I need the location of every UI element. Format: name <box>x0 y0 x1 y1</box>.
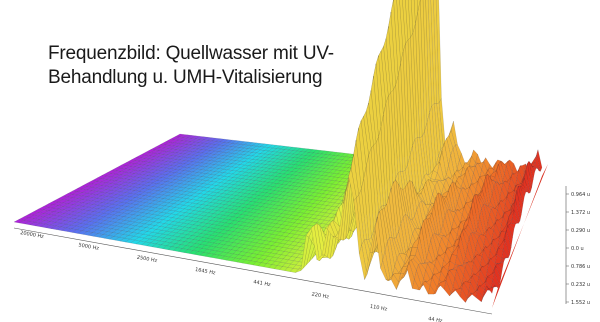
x-tick-label: 2500 Hz <box>136 255 158 265</box>
y-tick-label: 1.552 u <box>571 300 590 306</box>
x-tick-label: 441 Hz <box>253 279 272 288</box>
x-tick-label: 1645 Hz <box>195 267 217 277</box>
x-tick-label: 5000 Hz <box>78 242 100 252</box>
x-tick-label: 220 Hz <box>311 291 330 300</box>
y-tick-label: 0.964 u <box>571 192 590 198</box>
y-tick-label: 0.786 u <box>571 264 590 270</box>
chart-title: Frequenzbild: Quellwasser mit UV- Behand… <box>48 42 388 90</box>
x-tick-label: 20000 Hz <box>20 230 45 240</box>
y-tick-label: 1.372 u <box>571 210 590 216</box>
chart-title-line-1: Frequenzbild: Quellwasser mit UV- <box>48 43 334 64</box>
y-tick-label: 0.232 u <box>571 282 590 288</box>
y-tick-label: 0.290 u <box>571 228 590 234</box>
chart-title-line-2: Behandlung u. UMH-Vitalisierung <box>48 67 323 88</box>
y-tick-label: 0.0 u <box>571 246 584 252</box>
x-tick-label: 44 Hz <box>428 316 444 322</box>
spectrum-surface <box>13 0 548 308</box>
x-tick-label: 110 Hz <box>369 304 388 313</box>
